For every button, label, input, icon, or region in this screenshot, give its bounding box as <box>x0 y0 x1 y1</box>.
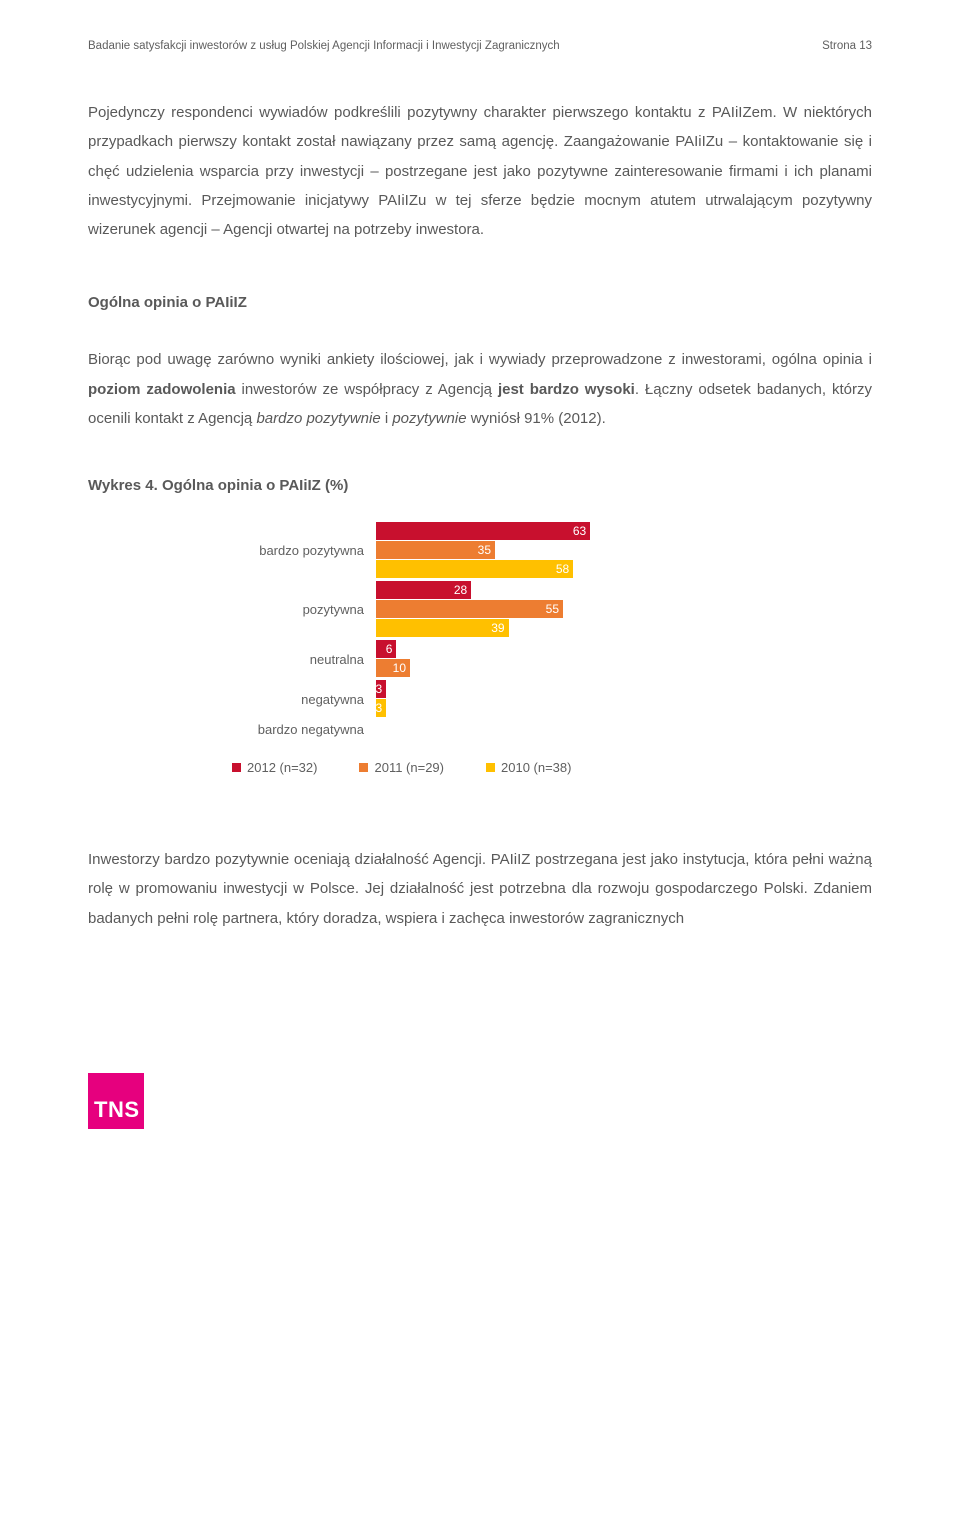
bar-value: 58 <box>556 562 569 576</box>
bars-group: 28 55 39 <box>376 581 732 638</box>
bar-value: 35 <box>478 543 491 557</box>
tns-logo: TNS <box>88 1073 144 1129</box>
bar-value: 63 <box>573 524 586 538</box>
p1-d: Agencji otwartej na potrzeby inwestora. <box>223 221 484 238</box>
legend-item: 2010 (n=38) <box>486 760 571 775</box>
paragraph-1: Pojedynczy respondenci wywiadów podkreśl… <box>88 98 872 244</box>
header-page: Strona 13 <box>822 40 872 52</box>
bar: 3 <box>376 699 386 717</box>
bar: 35 <box>376 541 495 559</box>
bar: 28 <box>376 581 471 599</box>
bar-value: 3 <box>376 682 383 696</box>
legend-item: 2012 (n=32) <box>232 760 317 775</box>
legend-swatch <box>359 763 368 772</box>
bar-line: 35 <box>376 541 732 559</box>
legend-label: 2011 (n=29) <box>374 760 444 775</box>
category-label: bardzo negatywna <box>192 722 376 737</box>
bar-line: 3 <box>376 699 732 717</box>
bar: 39 <box>376 619 509 637</box>
category-label: bardzo pozytywna <box>192 543 376 558</box>
legend-item: 2011 (n=29) <box>359 760 444 775</box>
chart-category: bardzo negatywna <box>192 720 732 738</box>
bar-line: 58 <box>376 560 732 578</box>
legend-label: 2012 (n=32) <box>247 760 317 775</box>
p2-a: Biorąc pod uwagę zarówno wyniki ankiety … <box>88 351 872 368</box>
section-title: Ogólna opinia o PAIiIZ <box>88 294 872 311</box>
logo-text: TNS <box>94 1097 140 1123</box>
bar: 6 <box>376 640 396 658</box>
category-label: pozytywna <box>192 602 376 617</box>
bar-value: 10 <box>393 661 406 675</box>
bar-line: 39 <box>376 619 732 637</box>
bars-group: 33 <box>376 680 732 718</box>
chart-category: neutralna610 <box>192 640 732 678</box>
bars-group: 63 35 58 <box>376 522 732 579</box>
bar-line: 28 <box>376 581 732 599</box>
p2-i: wyniósł 91% (2012). <box>467 410 606 427</box>
chart-category: negatywna33 <box>192 680 732 718</box>
chart-category: pozytywna 28 55 39 <box>192 581 732 638</box>
p2-f: bardzo pozytywnie <box>256 410 380 427</box>
p2-h: pozytywnie <box>392 410 466 427</box>
bar-line: 6 <box>376 640 732 658</box>
paragraph-2: Biorąc pod uwagę zarówno wyniki ankiety … <box>88 345 872 433</box>
chart-legend: 2012 (n=32) 2011 (n=29) 2010 (n=38) <box>232 760 732 775</box>
bar-line: 10 <box>376 659 732 677</box>
legend-swatch <box>232 763 241 772</box>
bar-chart: bardzo pozytywna633558pozytywna285539neu… <box>192 522 732 775</box>
paragraph-3: Inwestorzy bardzo pozytywnie oceniają dz… <box>88 845 872 933</box>
bar-line: 55 <box>376 600 732 618</box>
chart-title: Wykres 4. Ogólna opinia o PAIiIZ (%) <box>88 477 872 494</box>
bar: 3 <box>376 680 386 698</box>
bar-value: 28 <box>454 583 467 597</box>
bar: 55 <box>376 600 563 618</box>
p2-g: i <box>381 410 393 427</box>
bar-value: 6 <box>386 642 393 656</box>
legend-swatch <box>486 763 495 772</box>
chart-category: bardzo pozytywna 63 35 58 <box>192 522 732 579</box>
p2-d: jest bardzo wysoki <box>498 381 635 398</box>
page-header: Badanie satysfakcji inwestorów z usług P… <box>88 40 872 52</box>
bar: 63 <box>376 522 590 540</box>
bar-value: 55 <box>546 602 559 616</box>
bar-line: 3 <box>376 680 732 698</box>
bar: 58 <box>376 560 573 578</box>
bars-group <box>376 720 732 738</box>
header-title: Badanie satysfakcji inwestorów z usług P… <box>88 40 560 52</box>
legend-label: 2010 (n=38) <box>501 760 571 775</box>
category-label: negatywna <box>192 692 376 707</box>
bar-line: 63 <box>376 522 732 540</box>
category-label: neutralna <box>192 652 376 667</box>
bars-group: 610 <box>376 640 732 678</box>
p2-b: poziom zadowolenia <box>88 381 236 398</box>
bar: 10 <box>376 659 410 677</box>
bar-value: 39 <box>491 621 504 635</box>
p2-c: inwestorów ze współpracy z Agencją <box>236 381 498 398</box>
bar-value: 3 <box>376 701 383 715</box>
